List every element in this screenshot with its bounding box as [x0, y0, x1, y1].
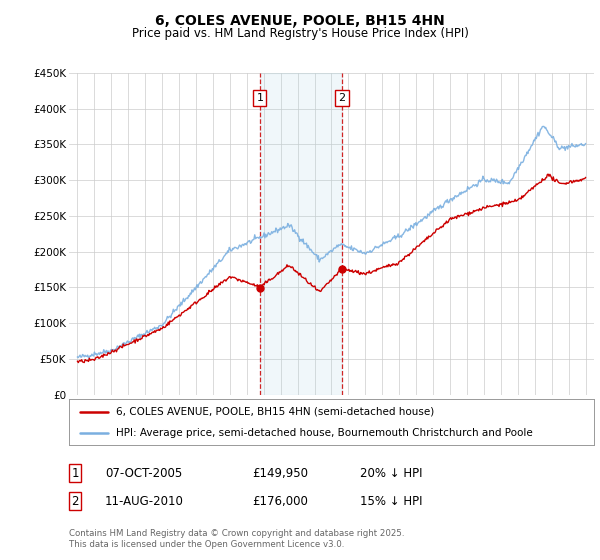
Text: 1: 1 — [256, 93, 263, 103]
Text: 2: 2 — [71, 494, 79, 508]
Bar — [260, 73, 342, 395]
Text: 6, COLES AVENUE, POOLE, BH15 4HN (semi-detached house): 6, COLES AVENUE, POOLE, BH15 4HN (semi-d… — [116, 407, 434, 417]
Text: 11-AUG-2010: 11-AUG-2010 — [105, 494, 184, 508]
Text: 6, COLES AVENUE, POOLE, BH15 4HN: 6, COLES AVENUE, POOLE, BH15 4HN — [155, 14, 445, 28]
Text: 2: 2 — [338, 93, 346, 103]
Text: £149,950: £149,950 — [252, 466, 308, 480]
Text: 07-OCT-2005: 07-OCT-2005 — [105, 466, 182, 480]
Text: 15% ↓ HPI: 15% ↓ HPI — [360, 494, 422, 508]
Text: 1: 1 — [71, 466, 79, 480]
Text: £176,000: £176,000 — [252, 494, 308, 508]
Text: Contains HM Land Registry data © Crown copyright and database right 2025.
This d: Contains HM Land Registry data © Crown c… — [69, 529, 404, 549]
Text: HPI: Average price, semi-detached house, Bournemouth Christchurch and Poole: HPI: Average price, semi-detached house,… — [116, 428, 533, 438]
Text: 20% ↓ HPI: 20% ↓ HPI — [360, 466, 422, 480]
Text: Price paid vs. HM Land Registry's House Price Index (HPI): Price paid vs. HM Land Registry's House … — [131, 27, 469, 40]
